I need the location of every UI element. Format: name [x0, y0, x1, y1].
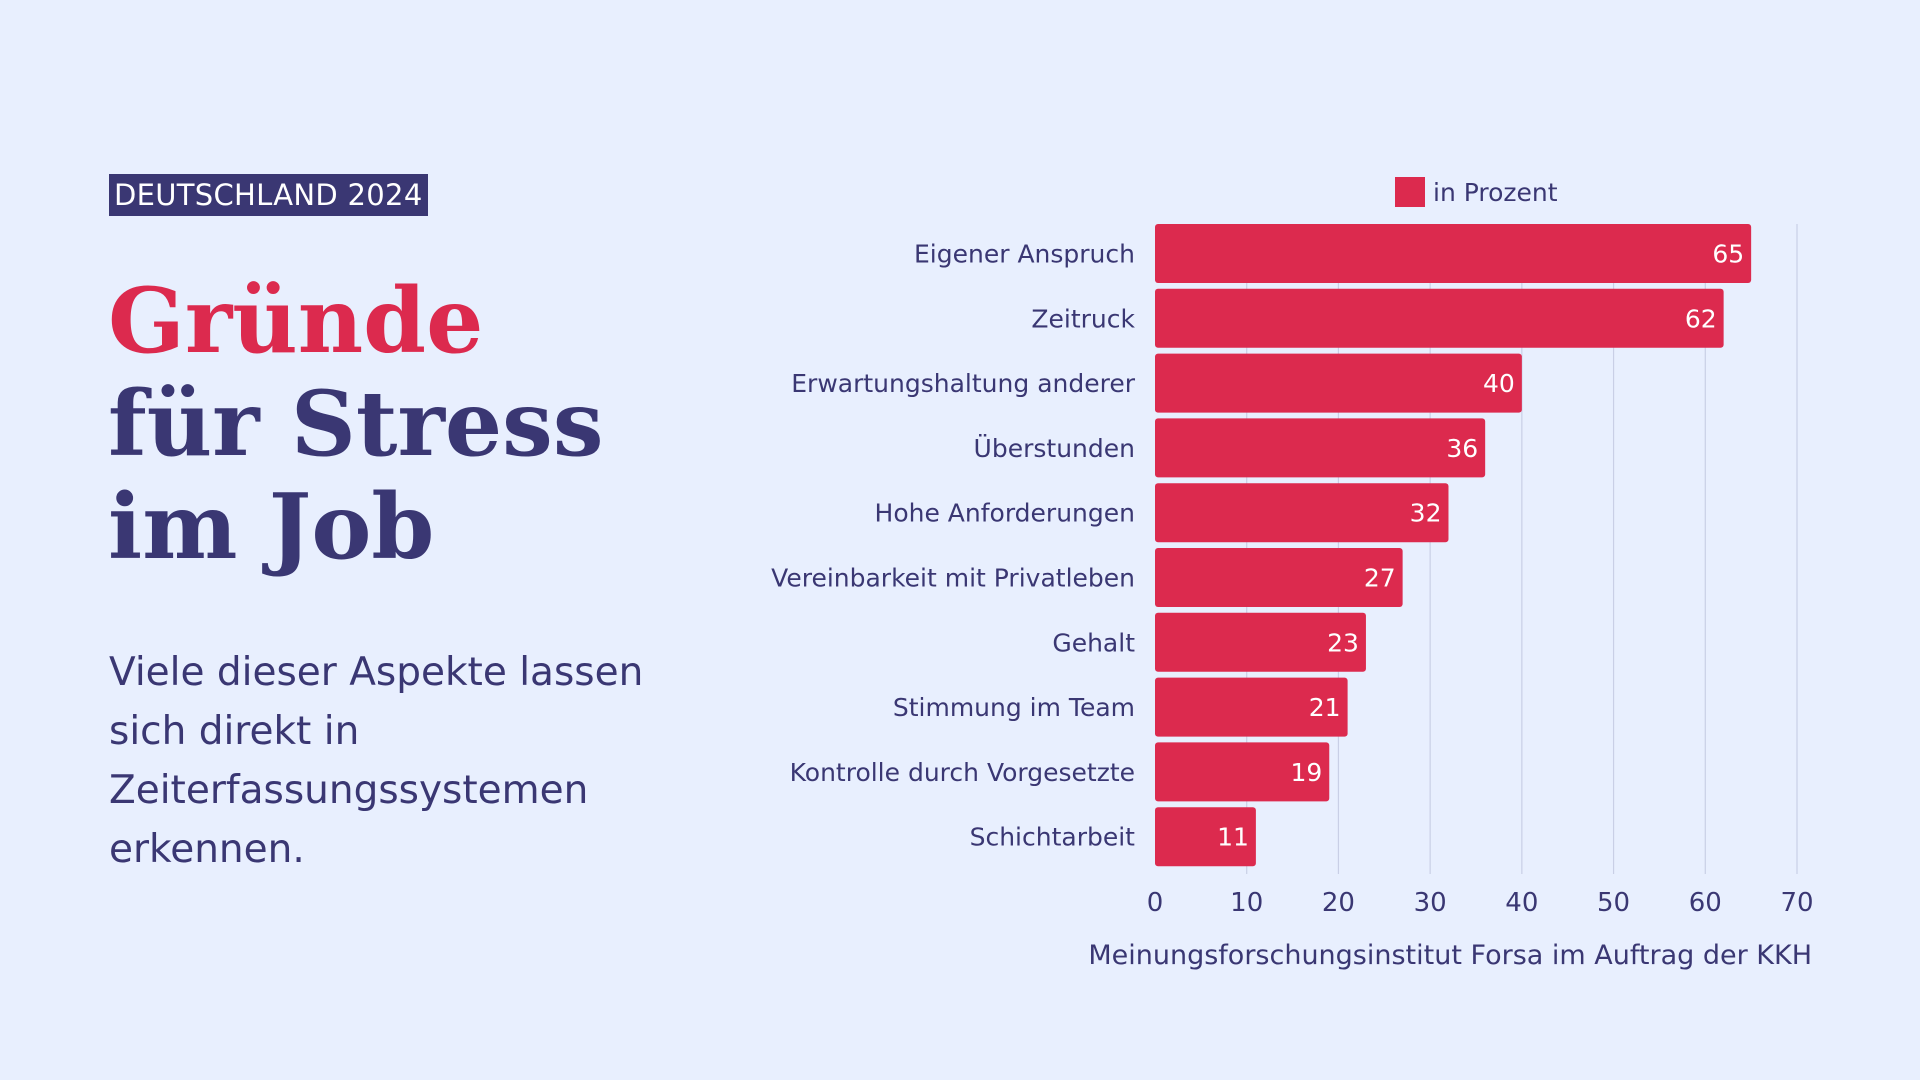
- bar: [1155, 807, 1256, 867]
- bar: [1155, 677, 1348, 737]
- bar: [1155, 224, 1752, 283]
- title-line-3: im Job: [108, 474, 435, 580]
- category-label: Eigener Anspruch: [914, 240, 1135, 269]
- x-tick-label: 30: [1414, 888, 1447, 918]
- value-label: 65: [1712, 240, 1744, 269]
- x-tick-label: 10: [1230, 888, 1263, 918]
- bar: [1155, 612, 1366, 672]
- category-label: Überstunden: [974, 434, 1135, 463]
- x-tick-label: 70: [1780, 888, 1813, 918]
- value-label: 40: [1483, 369, 1515, 398]
- subtitle-text: Viele dieser Aspekte lassen sich direkt …: [109, 650, 644, 872]
- title-line-1: Gründe: [108, 268, 484, 374]
- x-tick-label: 40: [1505, 888, 1538, 918]
- bar: [1155, 742, 1330, 802]
- legend-label: in Prozent: [1433, 178, 1558, 207]
- page-title: Gründe für Stress im Job: [108, 270, 603, 579]
- x-tick-label: 20: [1322, 888, 1355, 918]
- value-label: 62: [1685, 304, 1717, 333]
- value-label: 21: [1309, 693, 1341, 722]
- value-label: 32: [1410, 499, 1442, 528]
- bar: [1155, 353, 1522, 413]
- value-label: 36: [1446, 434, 1478, 463]
- category-label: Hohe Anforderungen: [875, 499, 1135, 528]
- category-label: Vereinbarkeit mit Privatleben: [771, 564, 1135, 593]
- x-tick-label: 50: [1597, 888, 1630, 918]
- value-label: 11: [1217, 823, 1249, 852]
- category-label: Stimmung im Team: [893, 693, 1135, 722]
- bar: [1155, 548, 1403, 607]
- x-tick-label: 0: [1147, 888, 1164, 918]
- category-label: Erwartungshaltung anderer: [791, 369, 1135, 398]
- title-line-2: für Stress: [108, 371, 604, 477]
- category-label: Schichtarbeit: [970, 823, 1136, 852]
- value-label: 19: [1290, 758, 1322, 787]
- source-note: Meinungsforschungsinstitut Forsa im Auft…: [1088, 940, 1812, 971]
- bar: [1155, 483, 1449, 543]
- region-year-badge: DEUTSCHLAND 2024: [109, 174, 428, 216]
- x-tick-label: 60: [1689, 888, 1722, 918]
- value-label: 23: [1327, 628, 1359, 657]
- bar: [1155, 418, 1486, 478]
- category-label: Gehalt: [1052, 628, 1135, 657]
- value-label: 27: [1364, 564, 1396, 593]
- legend-swatch: [1395, 177, 1425, 207]
- bar: [1155, 288, 1724, 348]
- category-label: Zeitruck: [1031, 304, 1135, 333]
- category-label: Kontrolle durch Vorgesetzte: [790, 758, 1135, 787]
